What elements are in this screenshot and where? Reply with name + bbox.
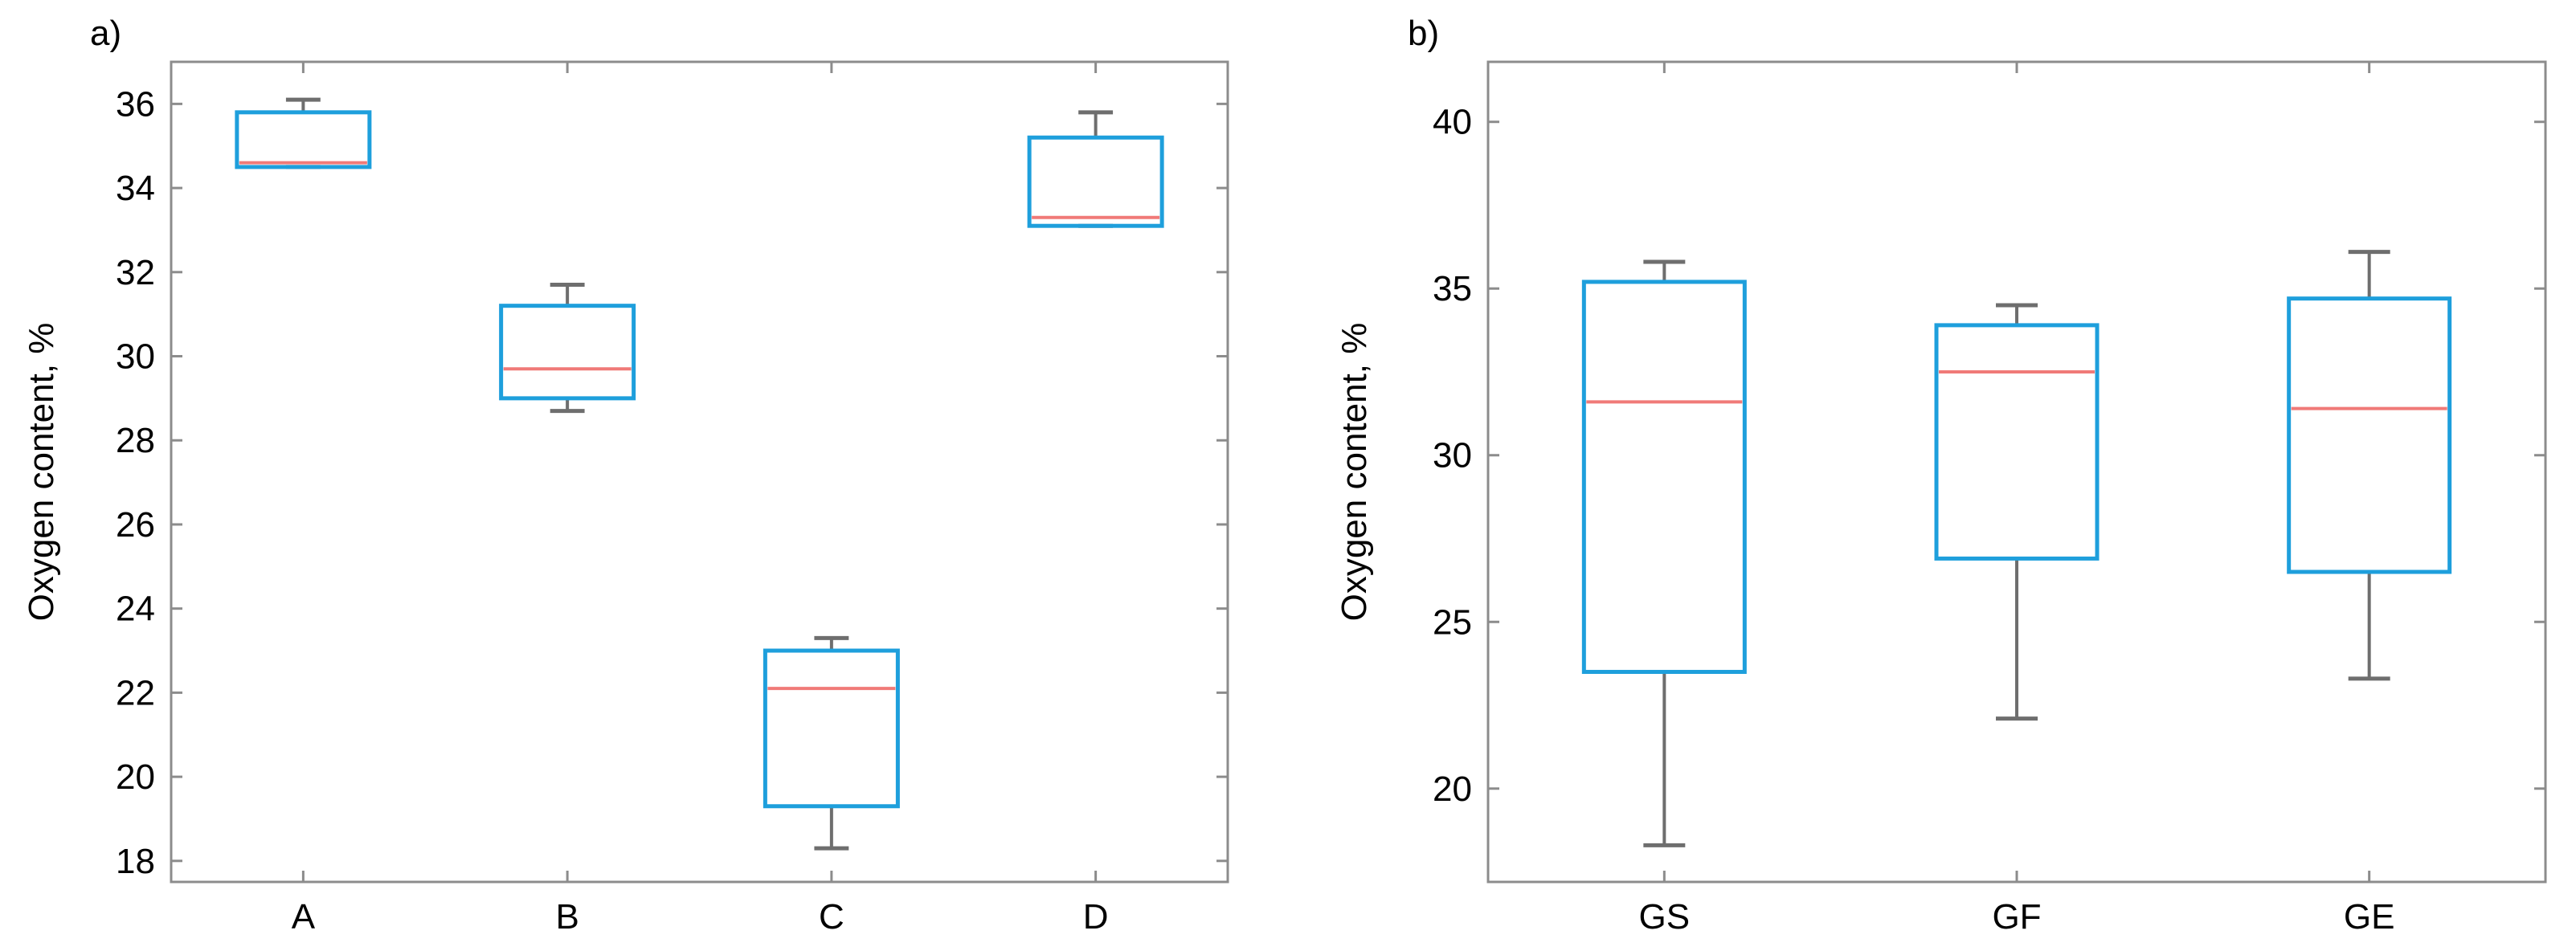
y-tick-label: 32 xyxy=(116,253,155,292)
box-C xyxy=(763,648,900,809)
y-tick-label: 30 xyxy=(116,337,155,377)
y-axis-label: Oxygen content, % xyxy=(22,323,61,622)
x-tick-label: D xyxy=(1083,897,1109,937)
y-tick-label: 35 xyxy=(1433,269,1472,308)
y-tick-label: 34 xyxy=(116,169,155,208)
y-tick-label: 30 xyxy=(1433,436,1472,476)
y-tick-label: 24 xyxy=(116,590,155,629)
box-A xyxy=(235,110,372,169)
x-tick-label: GF xyxy=(1992,897,2041,937)
y-tick-label: 26 xyxy=(116,505,155,545)
panel-b: b) Oxygen content, % 20 25 30 35 40 GS GF GE xyxy=(1335,14,2547,937)
box-GS xyxy=(1581,280,1747,675)
y-tick-label: 20 xyxy=(116,757,155,797)
panel-a: a) Oxygen content, % 18 20 22 24 26 28 30 32 34 36 A… xyxy=(22,14,1229,937)
y-tick-label: 18 xyxy=(116,842,155,881)
y-tick-label: 22 xyxy=(116,673,155,712)
y-tick-label: 20 xyxy=(1433,769,1472,809)
x-tick-label: B xyxy=(555,897,579,937)
box-B xyxy=(499,304,636,401)
panel-label: b) xyxy=(1408,14,1439,53)
x-tick-label: C xyxy=(819,897,844,937)
y-tick-label: 28 xyxy=(116,421,155,460)
box-GE xyxy=(2287,296,2452,574)
x-tick-label: GS xyxy=(1639,897,1691,937)
box-D xyxy=(1027,135,1164,228)
box-GF xyxy=(1934,323,2100,561)
x-tick-label: GE xyxy=(2344,897,2395,937)
panel-label: a) xyxy=(90,14,121,53)
plot-frame xyxy=(170,60,1229,884)
y-axis-label: Oxygen content, % xyxy=(1335,323,1374,622)
plot-frame xyxy=(1486,60,2547,884)
y-tick-label: 40 xyxy=(1433,103,1472,142)
y-tick-label: 36 xyxy=(116,84,155,124)
x-tick-label: A xyxy=(292,897,316,937)
y-tick-label: 25 xyxy=(1433,602,1472,642)
